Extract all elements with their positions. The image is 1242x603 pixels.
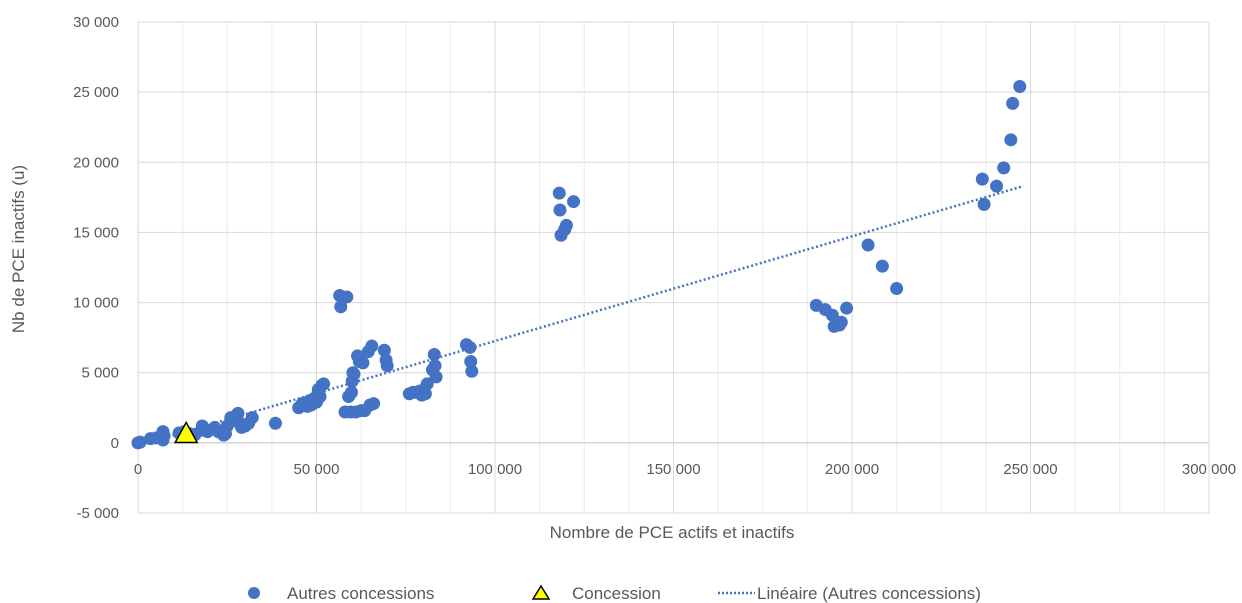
legend-marker-triangle	[531, 584, 551, 600]
data-point-autres-concessions	[133, 435, 147, 449]
x-axis-title: Nombre de PCE actifs et inactifs	[550, 523, 795, 542]
legend: Autres concessions Concession Linéaire (…	[248, 584, 981, 603]
data-point-autres-concessions	[552, 186, 566, 200]
y-tick-label: 30 000	[73, 14, 119, 31]
data-point-autres-concessions	[356, 356, 370, 370]
trendline	[137, 184, 1024, 447]
trendline-layer	[137, 184, 1024, 447]
data-point-autres-concessions	[347, 367, 361, 381]
data-point-autres-concessions	[334, 300, 348, 314]
data-point-autres-concessions	[553, 203, 567, 217]
data-point-autres-concessions	[156, 433, 170, 447]
y-axis-title: Nb de PCE inactifs (u)	[9, 165, 28, 333]
x-tick-label: 100 000	[468, 461, 522, 478]
legend-item-autres-concessions: Autres concessions	[248, 584, 434, 603]
data-point-autres-concessions	[977, 197, 991, 211]
data-point-autres-concessions	[380, 359, 394, 373]
data-point-autres-concessions	[231, 406, 245, 420]
data-point-autres-concessions	[825, 308, 839, 322]
data-point-autres-concessions	[1006, 96, 1020, 110]
data-point-autres-concessions	[365, 339, 379, 353]
y-axis-tick-labels: -5 000 0 5 000 10 000 15 000 20 000 25 000 30 0…	[73, 14, 119, 522]
x-tick-label: 50 000	[294, 461, 340, 478]
x-tick-label: 150 000	[646, 461, 700, 478]
legend-item-trendline: Linéaire (Autres concessions)	[718, 584, 981, 603]
data-point-autres-concessions	[340, 290, 354, 304]
y-tick-label: 10 000	[73, 295, 119, 312]
legend-item-concession: Concession	[531, 584, 661, 603]
data-point-autres-concessions	[840, 301, 854, 315]
plot-area-border	[137, 21, 1210, 514]
data-point-autres-concessions	[997, 161, 1011, 175]
data-point-autres-concessions	[567, 195, 581, 209]
x-tick-label: 200 000	[825, 461, 879, 478]
legend-label-autres-concessions: Autres concessions	[287, 584, 434, 603]
data-point-autres-concessions	[890, 282, 904, 296]
data-point-autres-concessions	[427, 347, 441, 361]
x-tick-label: 0	[134, 461, 142, 478]
x-tick-label: 250 000	[1003, 461, 1057, 478]
data-point-autres-concessions	[463, 340, 477, 354]
data-point-autres-concessions	[465, 364, 479, 378]
data-point-autres-concessions	[861, 238, 875, 252]
data-points	[131, 80, 1027, 450]
data-point-autres-concessions	[429, 370, 443, 384]
gridlines	[137, 21, 1210, 514]
x-axis-tick-labels: 0 50 000 100 000 150 000 200 000 250 000 300 0…	[134, 461, 1236, 478]
data-point-autres-concessions	[377, 343, 391, 357]
y-tick-label: 0	[111, 435, 119, 452]
data-point-autres-concessions	[268, 416, 282, 430]
legend-label-concession: Concession	[572, 584, 661, 603]
legend-marker-circle	[248, 587, 260, 599]
data-point-autres-concessions	[313, 390, 327, 404]
data-point-autres-concessions	[317, 377, 331, 391]
data-point-autres-concessions	[1004, 133, 1018, 147]
data-point-autres-concessions	[367, 397, 381, 411]
data-point-autres-concessions	[428, 359, 442, 373]
data-point-autres-concessions	[559, 218, 573, 232]
y-tick-label: 15 000	[73, 224, 119, 241]
data-point-autres-concessions	[990, 179, 1004, 193]
data-point-autres-concessions	[834, 315, 848, 329]
data-point-autres-concessions	[875, 259, 889, 273]
y-tick-label: 5 000	[81, 365, 119, 382]
data-point-autres-concessions	[344, 385, 358, 399]
legend-label-trendline: Linéaire (Autres concessions)	[757, 584, 981, 603]
y-tick-label: 25 000	[73, 84, 119, 101]
data-point-autres-concessions	[420, 377, 434, 391]
data-point-concession	[173, 420, 199, 444]
data-point-autres-concessions	[418, 387, 432, 401]
data-point-autres-concessions	[245, 411, 259, 425]
y-tick-label: -5 000	[76, 505, 119, 522]
data-point-autres-concessions	[464, 354, 478, 368]
x-tick-label: 300 000	[1182, 461, 1236, 478]
data-point-autres-concessions	[1013, 80, 1027, 94]
data-point-autres-concessions	[975, 172, 989, 186]
y-tick-label: 20 000	[73, 154, 119, 171]
